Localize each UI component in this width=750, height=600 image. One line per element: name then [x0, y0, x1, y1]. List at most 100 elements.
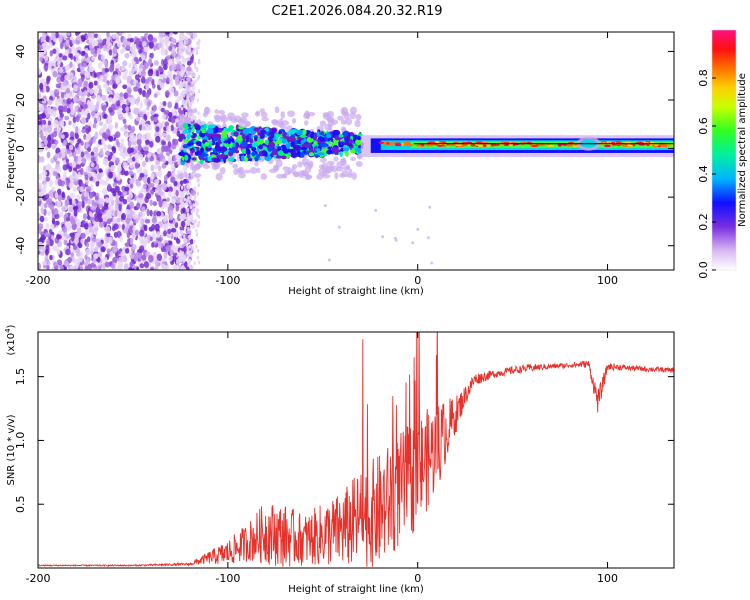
noise-speckle [38, 142, 42, 149]
noise-speckle-edge [182, 258, 186, 263]
noise-speckle [102, 256, 108, 263]
noise-speckle-edge [186, 212, 190, 217]
noise-speckle-edge [183, 267, 187, 270]
noise-speckle [64, 64, 70, 71]
noise-speckle [69, 131, 75, 138]
transition-haze [219, 166, 226, 175]
noise-speckle-edge [192, 90, 195, 95]
noise-speckle [89, 246, 95, 251]
signal-core [537, 143, 546, 147]
noise-speckle [149, 155, 154, 162]
transition-blob [349, 131, 353, 136]
noise-speckle-edge [197, 220, 201, 225]
transition-blob [206, 128, 214, 134]
snr-panel: -200 -100 0 100 0.5 1.0 1.5 Height of straight… [4, 324, 675, 595]
spectrogram-x-axis-label: Height of straight line (km) [288, 286, 424, 297]
noise-speckle [141, 125, 146, 131]
noise-speckle [162, 193, 166, 200]
noise-speckle-edge [197, 45, 200, 50]
noise-speckle-edge [183, 237, 186, 242]
signal-core [490, 143, 498, 147]
noise-speckle [45, 85, 50, 93]
noise-speckle [84, 174, 89, 180]
noise-speckle [168, 255, 173, 262]
noise-speckle [156, 210, 162, 217]
noise-speckle [98, 121, 104, 126]
noise-speckle [122, 60, 128, 67]
transition-blob [346, 143, 353, 147]
noise-speckle [128, 188, 133, 196]
noise-speckle [167, 228, 172, 234]
noise-speckle [86, 153, 91, 159]
noise-speckle [75, 115, 80, 123]
transition-blob [251, 151, 256, 157]
snr-y-tick-label: 1.0 [14, 432, 27, 450]
noise-speckle [93, 246, 99, 253]
noise-speckle [93, 253, 99, 259]
transition-blob [182, 129, 189, 135]
noise-speckle [117, 107, 122, 113]
noise-speckle-edge [196, 76, 200, 81]
transition-blob [332, 130, 338, 136]
noise-speckle [138, 211, 143, 217]
transition-blob [256, 137, 261, 142]
transition-haze [238, 172, 246, 179]
noise-speckle [50, 157, 55, 164]
noise-speckle [187, 32, 193, 36]
transition-haze [334, 172, 339, 180]
noise-speckle [119, 150, 125, 157]
noise-speckle [46, 238, 50, 246]
noise-speckle [163, 265, 169, 270]
transition-haze [212, 161, 221, 168]
noise-speckle [84, 52, 89, 59]
noise-speckle [73, 209, 78, 217]
noise-speckle [68, 205, 74, 213]
noise-speckle [65, 158, 70, 164]
transition-blob [254, 156, 259, 162]
transition-blob [215, 142, 219, 147]
noise-speckle [150, 52, 155, 59]
noise-speckle [65, 248, 71, 256]
noise-speckle [45, 260, 51, 266]
noise-speckle [76, 252, 81, 257]
noise-speckle [108, 66, 114, 73]
signal-core [448, 143, 456, 147]
noise-speckle [175, 258, 181, 265]
noise-speckle [49, 60, 56, 67]
noise-speckle [105, 39, 111, 47]
noise-speckle [149, 236, 153, 242]
transition-haze [280, 111, 286, 119]
noise-speckle [87, 32, 92, 39]
noise-speckle [112, 46, 118, 55]
transition-blob [214, 144, 221, 152]
noise-speckle-edge [189, 52, 193, 57]
noise-speckle [66, 32, 71, 37]
noise-speckle [71, 39, 76, 45]
noise-speckle [96, 47, 101, 55]
noise-speckle [54, 88, 59, 94]
noise-speckle [160, 107, 165, 113]
noise-speckle [124, 226, 129, 233]
noise-speckle [101, 67, 106, 76]
noise-speckle [84, 195, 89, 202]
signal-core [394, 143, 402, 147]
noise-speckle [164, 121, 170, 127]
noise-speckle [68, 182, 74, 189]
noise-speckle-edge [186, 218, 190, 223]
noise-speckle [120, 48, 124, 55]
noise-speckle [140, 76, 146, 84]
transition-blob [281, 138, 287, 144]
noise-speckle [116, 141, 120, 148]
noise-speckle [75, 57, 80, 65]
noise-speckle-edge [194, 218, 198, 223]
noise-speckle [179, 180, 184, 186]
noise-speckle [149, 199, 153, 206]
transition-haze [249, 166, 258, 174]
noise-speckle [75, 32, 81, 35]
noise-speckle-edge [189, 91, 193, 96]
noise-speckle-edge [181, 45, 184, 50]
noise-speckle-edge [181, 201, 185, 206]
noise-speckle [182, 90, 186, 98]
noise-speckle [65, 39, 69, 47]
noise-speckle [78, 255, 83, 263]
